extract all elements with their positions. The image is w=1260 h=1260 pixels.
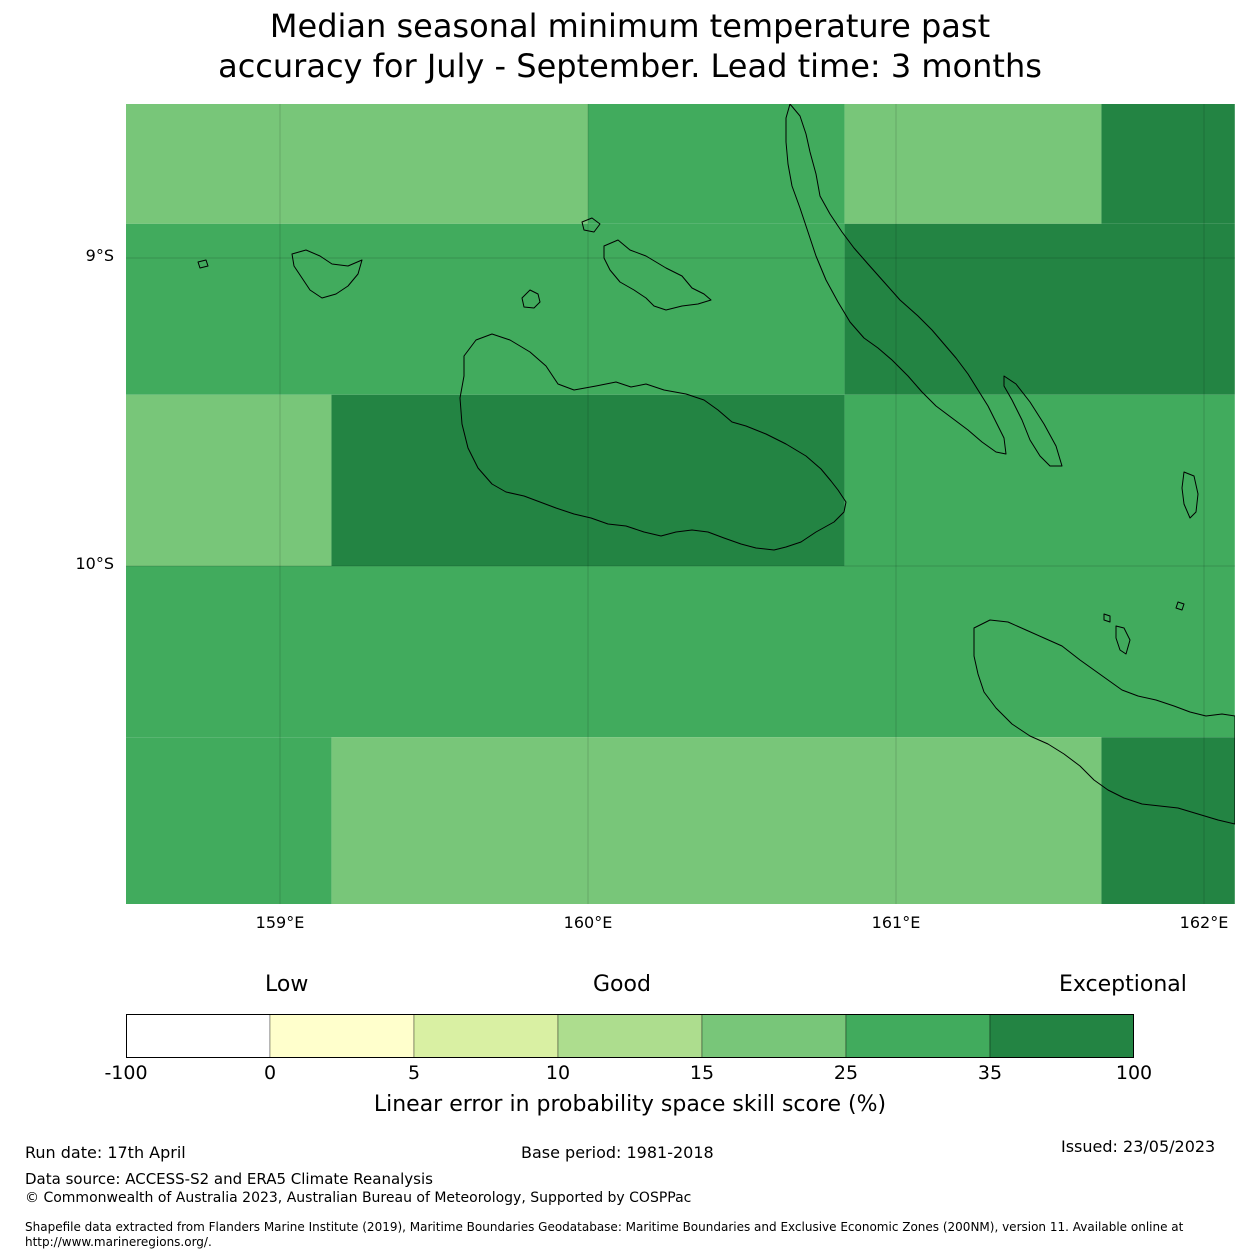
shapefile-credit: Shapefile data extracted from Flanders M… [25,1220,1235,1250]
lon-label-162e: 162°E [1179,913,1229,932]
grid-cell-4 [126,223,845,395]
colorbar-tick-3: 10 [545,1062,571,1084]
colorbar-segment-0 [126,1014,271,1058]
graticule [126,104,1235,904]
coastline-russell-islet [197,259,209,269]
grid-cell-12 [1101,737,1235,904]
colorbar-tick-1: 0 [263,1062,277,1084]
coastline-russell [291,249,363,299]
map-title-line-1: Median seasonal minimum temperature past [269,7,991,45]
colorbar-segment-1 [269,1014,415,1058]
skill-score-map [126,104,1235,904]
colorbar-tick-6: 35 [977,1062,1003,1084]
colorbar-segment-4 [701,1014,847,1058]
lon-label-160e: 160°E [563,913,613,932]
grid-cell-0 [126,104,588,224]
colorbar-tick-0: -100 [104,1062,148,1084]
colorbar-tick-5: 25 [833,1062,859,1084]
legend-category-exceptional: Exceptional [1059,972,1187,997]
lat-label-10s: 10°S [75,554,114,573]
coastlines [197,104,1235,825]
coastline-malaita [785,104,1007,455]
legend-category-good: Good [593,972,651,997]
coastline-small-malaita [1003,375,1063,467]
colorbar [126,1014,1134,1058]
colorbar-segment-6 [989,1014,1134,1058]
lon-label-161e: 161°E [871,913,921,932]
coastline-makira [973,619,1235,825]
colorbar-segment-3 [557,1014,703,1058]
grid-cell-6 [126,394,332,566]
grid-cells [126,104,1235,904]
coastline-islet-2 [1175,601,1185,611]
colorbar-segment-2 [413,1014,559,1058]
map-title: Median seasonal minimum temperature past… [0,6,1260,86]
grid-cell-7 [331,394,845,566]
coastline-savo [521,289,541,309]
lon-label-159e: 159°E [255,913,305,932]
coastline-uki [1115,625,1131,655]
run-date: Run date: 17th April [25,1143,186,1162]
data-source: Data source: ACCESS-S2 and ERA5 Climate … [25,1170,433,1188]
lat-label-9s: 9°S [85,246,114,265]
coastline-nggela-north [581,217,601,233]
colorbar-label: Linear error in probability space skill … [373,1092,887,1117]
colorbar-border [126,1014,1134,1058]
legend-category-low: Low [265,972,309,997]
colorbar-tick-4: 15 [689,1062,715,1084]
base-period: Base period: 1981-2018 [521,1143,714,1162]
colorbar-segment-5 [845,1014,991,1058]
grid-cell-8 [844,394,1235,566]
grid-cell-1 [588,104,845,224]
grid-cell-11 [331,737,1102,904]
grid-cell-10 [126,737,332,904]
grid-cell-3 [1101,104,1235,224]
grid-cell-2 [844,104,1102,224]
shapefile-credit-line-1: Shapefile data extracted from Flanders M… [25,1220,1184,1234]
coastline-nggela [603,239,712,311]
grid-cell-9 [126,566,1235,738]
coastline-guadalcanal [459,333,847,551]
coastline-ulawa [1181,471,1199,519]
colorbar-tick-7: 100 [1115,1062,1153,1084]
map-title-line-2: accuracy for July - September. Lead time… [218,47,1042,85]
copyright: © Commonwealth of Australia 2023, Austra… [25,1190,692,1206]
coastline-islet-1 [1103,613,1111,623]
shapefile-credit-line-2: http://www.marineregions.org/. [25,1235,212,1249]
issued-date: Issued: 23/05/2023 [1061,1137,1216,1156]
grid-cell-5 [844,223,1235,395]
colorbar-tick-2: 5 [407,1062,421,1084]
